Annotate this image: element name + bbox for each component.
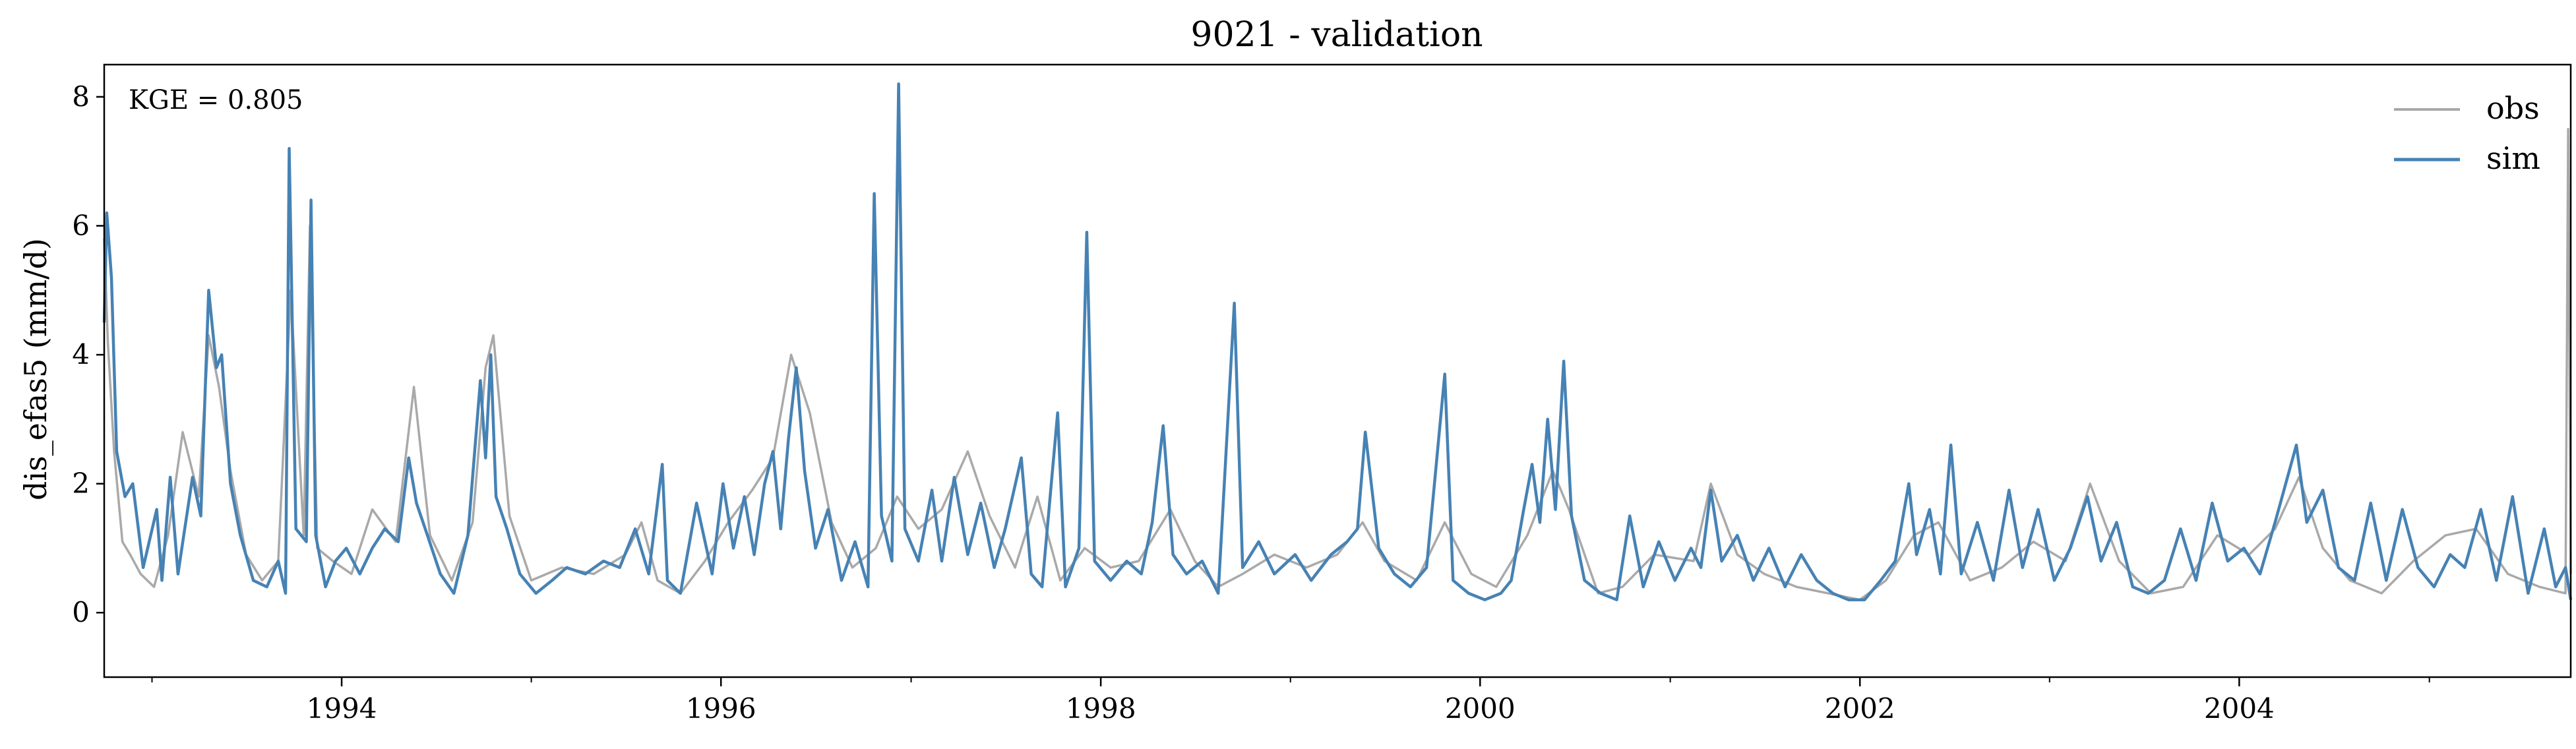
y-tick-label: 4 [72,338,90,371]
legend-obs-label: obs [2486,90,2540,126]
series-line-obs [103,128,2572,601]
x-tick-label: 1994 [307,692,377,725]
y-tick-label: 0 [72,596,90,628]
series-layer [102,82,2573,601]
chart-title: 9021 - validation [1190,15,1483,55]
x-tick-label: 2004 [2204,692,2275,725]
legend: obs sim [2394,90,2540,176]
plot-frame [103,63,2572,678]
x-tick-label: 2000 [1445,692,1516,725]
y-axis-label: dis_efas5 (mm/d) [18,238,53,500]
y-tick-label: 6 [72,209,90,241]
axes-layer: 0 2 4 6 8 1994 1996 1998 2000 2002 2004 [72,63,2572,725]
kge-annotation: KGE = 0.805 [129,85,303,115]
legend-sim-label: sim [2486,140,2540,176]
x-tick-label: 1996 [686,692,756,725]
x-tick-label: 1998 [1066,692,1136,725]
y-tick-label: 2 [72,467,90,500]
y-tick-label: 8 [72,80,90,113]
series-line-sim [102,82,2573,601]
x-tick-label: 2002 [1825,692,1895,725]
